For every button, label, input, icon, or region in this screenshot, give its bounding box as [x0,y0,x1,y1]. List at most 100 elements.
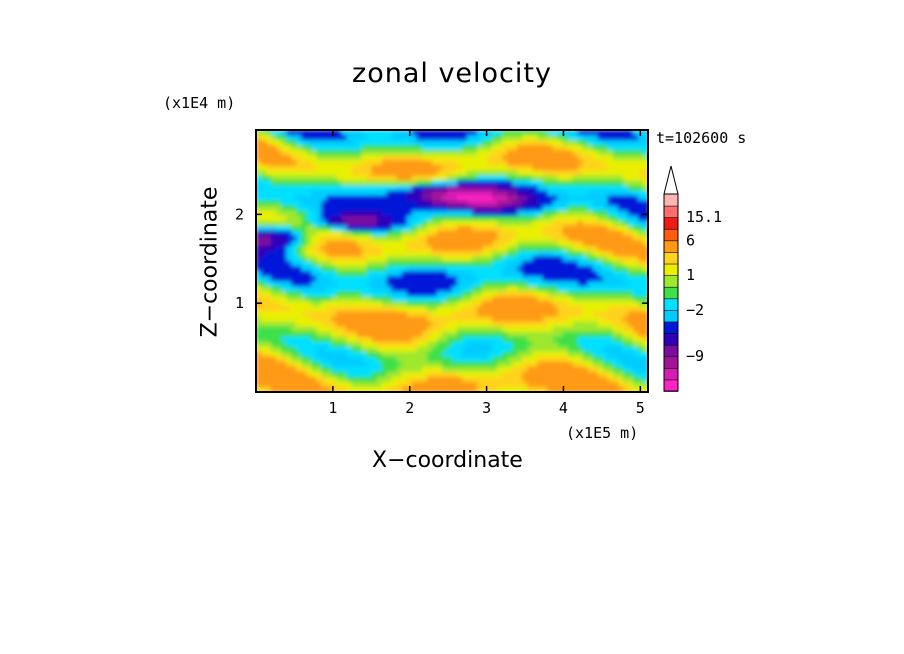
field-cell [281,130,288,137]
field-cell [477,170,484,177]
field-cell [587,235,594,242]
field-cell [457,135,464,142]
field-cell [462,301,469,308]
field-cell [547,321,554,328]
field-cell [416,286,423,293]
field-cell [301,336,308,343]
field-cell [472,366,479,373]
field-cell [261,321,268,328]
field-cell [421,255,428,262]
field-cell [376,220,383,227]
field-cell [391,266,398,273]
field-cell [617,361,624,368]
field-cell [316,180,323,187]
field-cell [281,281,288,288]
field-cell [492,341,499,348]
field-cell [436,185,443,192]
field-cell [296,351,303,358]
field-cell [627,361,634,368]
field-cell [361,321,368,328]
field-cell [286,175,293,182]
field-cell [316,341,323,348]
field-cell [502,361,509,368]
field-cell [637,135,644,142]
field-cell [301,210,308,217]
field-cell [416,145,423,152]
field-cell [376,155,383,162]
field-cell [537,381,544,388]
field-cell [457,321,464,328]
field-cell [497,376,504,383]
field-cell [336,235,343,242]
field-cell [376,381,383,388]
field-cell [622,386,629,392]
field-cell [356,336,363,343]
field-cell [336,271,343,278]
field-cell [351,235,358,242]
field-cell [381,225,388,232]
field-cell [381,316,388,323]
field-cell [301,130,308,137]
field-cell [457,150,464,157]
field-cell [467,281,474,288]
field-cell [336,291,343,298]
field-cell [341,190,348,197]
field-cell [557,381,564,388]
field-cell [477,135,484,142]
field-cell [346,336,353,343]
field-cell [261,185,268,192]
field-cell [371,250,378,257]
field-cell [281,225,288,232]
field-cell [421,155,428,162]
field-cell [401,205,408,212]
field-cell [286,361,293,368]
field-cell [426,235,433,242]
field-cell [331,235,338,242]
field-cell [446,366,453,373]
field-cell [431,155,438,162]
field-cell [457,230,464,237]
field-cell [446,200,453,207]
field-cell [547,301,554,308]
field-cell [577,291,584,298]
field-cell [271,281,278,288]
field-cell [627,155,634,162]
field-cell [256,250,263,257]
field-cell [557,135,564,142]
field-cell [457,220,464,227]
field-cell [577,220,584,227]
field-cell [462,140,469,147]
field-cell [557,205,564,212]
field-cell [366,245,373,252]
field-cell [356,215,363,222]
field-cell [627,230,634,237]
field-cell [497,165,504,172]
field-cell [296,245,303,252]
field-cell [366,286,373,293]
field-cell [371,371,378,378]
field-cell [391,376,398,383]
field-cell [627,271,634,278]
field-cell [557,155,564,162]
field-cell [577,210,584,217]
field-cell [336,361,343,368]
field-cell [381,266,388,273]
field-cell [582,366,589,373]
field-cell [446,180,453,187]
field-cell [326,346,333,353]
field-cell [351,215,358,222]
field-cell [401,160,408,167]
field-cell [401,170,408,177]
field-cell [276,366,283,373]
field-cell [381,185,388,192]
field-cell [396,220,403,227]
field-cell [567,130,574,137]
field-cell [462,200,469,207]
field-cell [336,195,343,202]
field-cell [497,271,504,278]
field-cell [401,240,408,247]
field-cell [311,341,318,348]
field-cell [587,321,594,328]
field-cell [517,235,524,242]
field-cell [321,130,328,137]
